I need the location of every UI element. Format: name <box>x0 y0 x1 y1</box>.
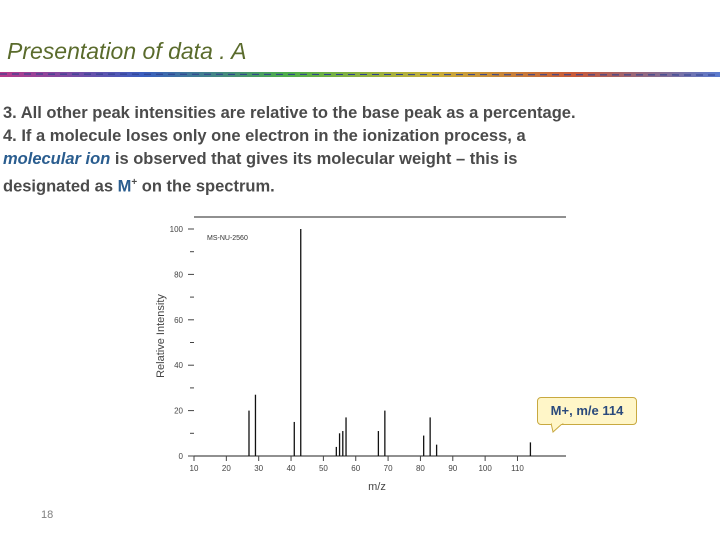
x-tick-label: 10 <box>190 464 199 473</box>
x-tick-label: 70 <box>384 464 393 473</box>
point-4: 4. If a molecule loses only one electron… <box>3 125 715 199</box>
x-axis-label: m/z <box>368 481 386 493</box>
x-tick-label: 90 <box>448 464 457 473</box>
y-tick-label: 40 <box>174 361 183 370</box>
point-4-text-c: designated as <box>3 177 118 196</box>
point-3-text: 3. All other peak intensities are relati… <box>3 104 576 122</box>
y-tick-label: 20 <box>174 407 183 416</box>
x-tick-label: 40 <box>287 464 296 473</box>
y-axis-label: Relative Intensity <box>155 294 167 378</box>
peaks <box>248 229 532 456</box>
slide-title: Presentation of data . A <box>7 38 247 64</box>
x-ticks: 10 20 30 40 50 60 70 80 90 100 110 <box>190 456 524 473</box>
point-4-text-a: 4. If a molecule loses only one electron… <box>3 127 526 145</box>
m-symbol: M <box>117 177 132 196</box>
y-tick-label: 100 <box>170 225 184 234</box>
y-tick-label: 0 <box>179 452 184 461</box>
y-ticks: 0 20 40 60 80 100 <box>170 225 194 461</box>
x-tick-label: 60 <box>351 464 360 473</box>
point-3: 3. All other peak intensities are relati… <box>3 102 715 125</box>
inset-label: MS-NU-2560 <box>207 235 248 242</box>
x-tick-label: 110 <box>511 464 524 473</box>
molecular-ion-callout: M+, m/e 114 <box>537 397 637 425</box>
title-divider <box>0 72 720 77</box>
x-tick-label: 100 <box>478 464 492 473</box>
x-tick-label: 20 <box>222 464 231 473</box>
x-tick-label: 50 <box>319 464 328 473</box>
point-4-text-d: on the spectrum. <box>137 177 275 196</box>
m-plus-sup: + <box>131 177 138 188</box>
molecular-ion-term: molecular ion <box>3 150 111 168</box>
body-text: 3. All other peak intensities are relati… <box>3 102 715 199</box>
callout-tail <box>551 423 564 433</box>
page-number: 18 <box>41 509 54 521</box>
point-4-text-b: is observed that gives its molecular wei… <box>110 150 518 168</box>
x-tick-label: 80 <box>416 464 425 473</box>
x-tick-label: 30 <box>254 464 263 473</box>
y-tick-label: 80 <box>174 270 183 279</box>
y-tick-label: 60 <box>174 316 183 325</box>
